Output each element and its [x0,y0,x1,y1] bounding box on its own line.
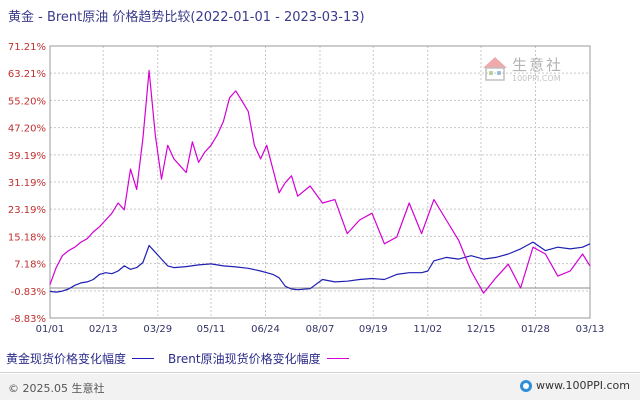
footer: © 2025.05 生意社 www.100PPI.com [0,374,640,400]
legend-label-gold: 黄金现货价格变化幅度 [6,352,127,366]
y-tick-label: 71.21% [8,42,46,53]
y-tick-label: 63.21% [8,69,46,80]
y-tick-label: 31.19% [8,178,46,189]
site-url: www.100PPI.com [536,379,630,392]
series-line-gold [49,241,591,293]
x-tick-label: 08/07 [306,324,335,335]
x-tick-label: 12/15 [467,324,496,335]
x-tick-label: 03/13 [576,324,605,335]
y-tick-label: 47.20% [8,124,46,135]
series-lines [49,69,591,294]
x-tick-label: 03/29 [143,324,172,335]
copyright-text: © 2025.05 生意社 [8,382,105,395]
x-tick-label: 09/19 [359,324,388,335]
legend-item-gold: 黄金现货价格变化幅度 [6,350,155,367]
x-tick-label: 06/24 [251,324,280,335]
x-tick-label: 05/11 [197,324,226,335]
site-link[interactable]: www.100PPI.com [520,379,630,392]
y-tick-label: -0.83% [11,287,46,298]
watermark-url: 100PPI.COM [512,74,561,83]
x-tick-label: 01/28 [521,324,550,335]
legend-label-brent: Brent原油现货价格变化幅度 [168,352,321,366]
plot-frame [49,45,591,319]
x-tick-label: 01/01 [36,324,65,335]
series-line-brent [49,69,591,294]
watermark-name: 生意社 [512,56,564,74]
legend-swatch-gold [132,358,155,359]
y-tick-labels: 71.21% 63.21% 55.20% 47.20% 39.19% 31.19% 23.1… [8,42,46,325]
x-tick-label: 11/02 [413,324,442,335]
y-tick-label: -8.83% [11,314,46,325]
x-tick-labels: 01/01 02/13 03/29 05/11 06/24 08/07 09/19 11/02… [36,324,605,335]
watermark-logo: 生意社 100PPI.COM [482,52,578,92]
house-logo-icon [483,57,507,81]
y-tick-label: 23.19% [8,205,46,216]
y-tick-label: 55.20% [8,96,46,107]
footer-divider [0,372,640,373]
line-chart: 71.21% 63.21% 55.20% 47.20% 39.19% 31.19% 23.1… [8,42,605,335]
chart-title: 黄金 - Brent原油 价格趋势比较(2022-01-01 - 2023-03… [8,10,365,25]
axes [49,45,591,319]
globe-icon [520,379,533,392]
y-tick-label: 39.19% [8,151,46,162]
legend-swatch-brent [326,358,349,359]
y-tick-label: 15.18% [8,232,46,243]
y-tick-label: 7.18% [14,260,46,271]
legend-item-brent: Brent原油现货价格变化幅度 [168,350,349,367]
x-tick-label: 02/13 [89,324,118,335]
legend: 黄金现货价格变化幅度 Brent原油现货价格变化幅度 [6,350,363,367]
